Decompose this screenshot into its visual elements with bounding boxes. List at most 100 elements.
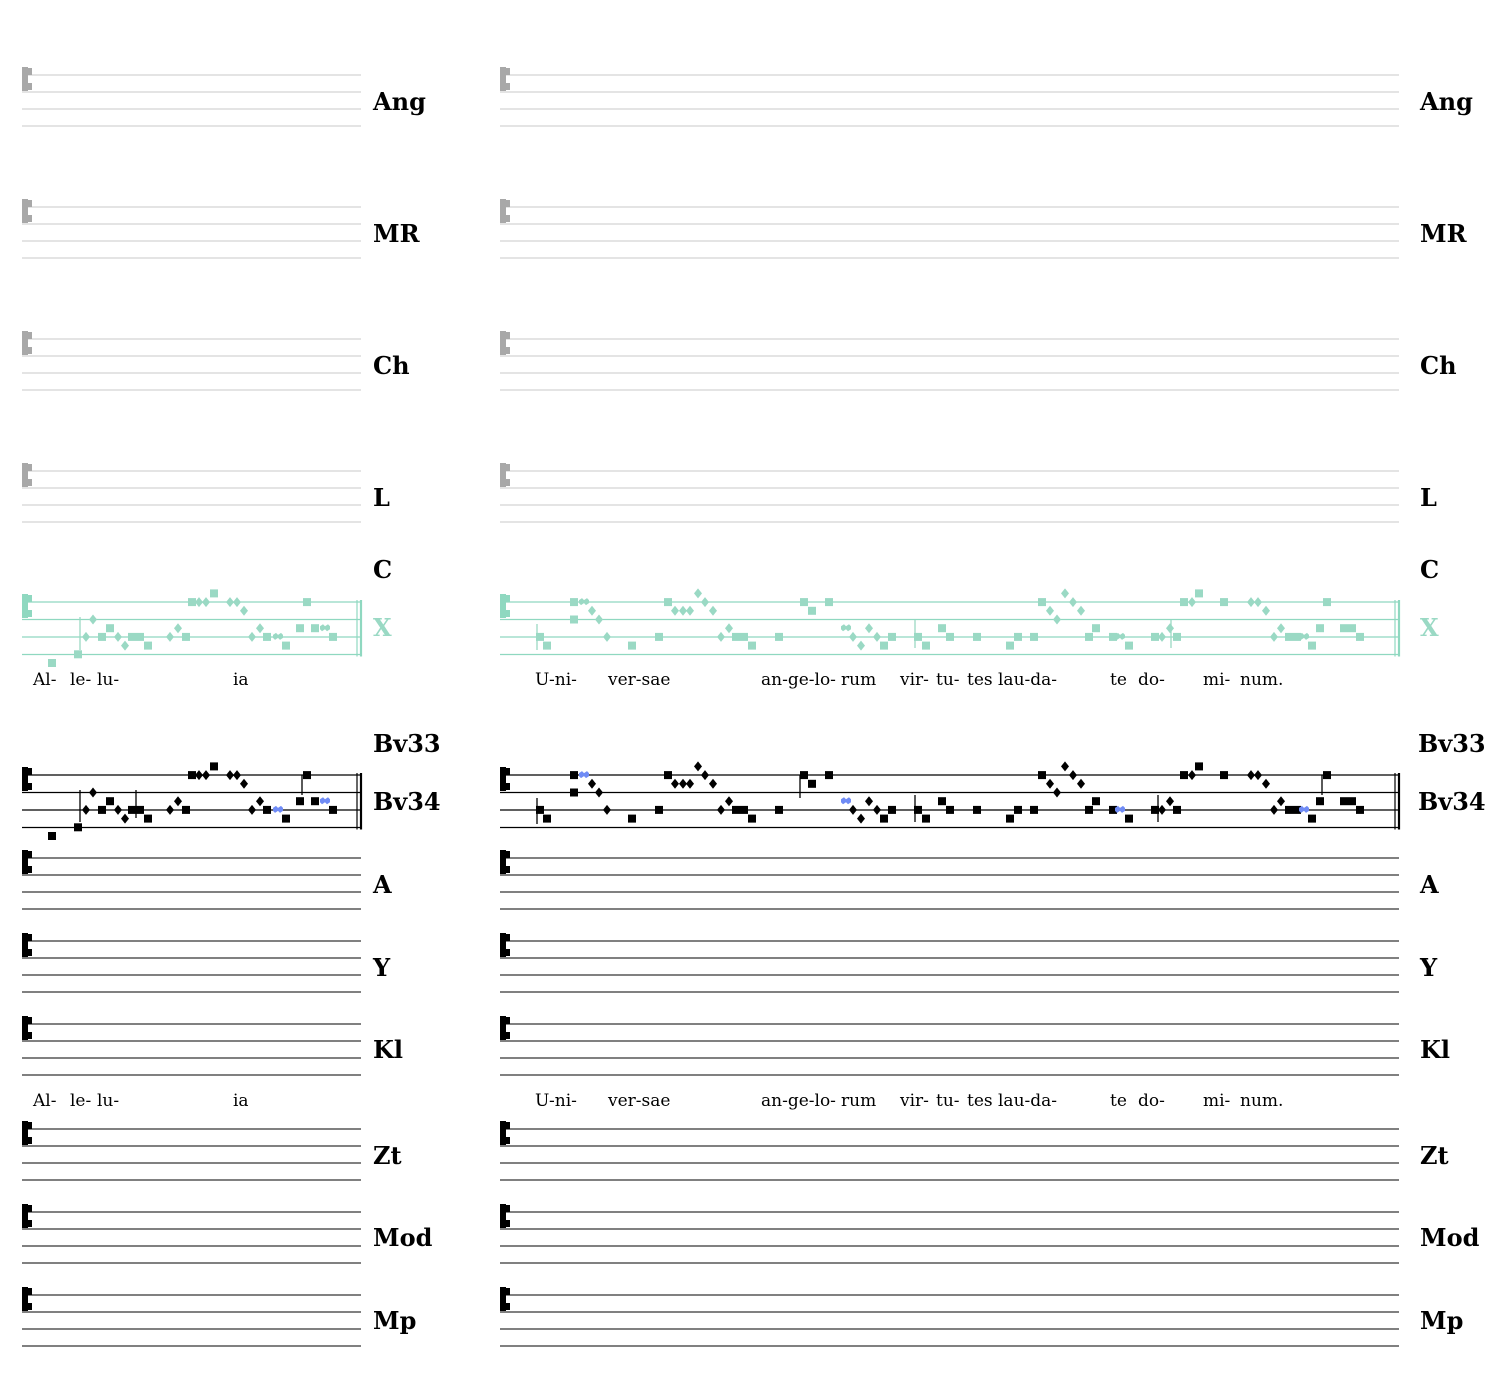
square-neume-icon (210, 762, 218, 771)
siglum-c: C (1420, 555, 1439, 584)
square-neume-icon (748, 814, 756, 823)
square-neume-icon (1323, 598, 1331, 607)
square-neume-icon (311, 797, 319, 806)
c-clef-icon (22, 1204, 32, 1228)
square-neume-icon (888, 632, 896, 641)
diamond-neume-icon (195, 770, 203, 781)
square-neume-icon (1348, 624, 1356, 633)
diamond-neume-icon (709, 778, 717, 789)
c-clef-icon (22, 199, 32, 223)
lyric-syllable: rum (841, 1091, 876, 1111)
siglum-mod: Mod (1420, 1223, 1480, 1252)
square-neume-icon (775, 805, 783, 814)
square-neume-icon (946, 805, 954, 814)
square-neume-icon (1180, 598, 1188, 607)
diamond-neume-icon (202, 770, 210, 781)
square-neume-icon (888, 805, 896, 814)
c-clef-icon (500, 933, 510, 957)
square-neume-icon (570, 771, 578, 780)
diamond-neume-icon (849, 804, 857, 815)
diamond-neume-icon (82, 804, 90, 815)
square-neume-icon (1006, 641, 1014, 650)
lyric-syllable: tes (967, 670, 993, 690)
c-clef-icon (22, 850, 32, 874)
diamond-neume-icon (1061, 588, 1069, 599)
diamond-neume-icon (603, 631, 611, 642)
square-neume-icon (973, 632, 981, 641)
staff (500, 1121, 1399, 1181)
staff (500, 463, 1399, 523)
siglum-bv33: Bv33 (1418, 729, 1486, 758)
c-clef-icon (22, 1121, 32, 1145)
diamond-neume-icon (1069, 597, 1077, 608)
staff (500, 199, 1399, 259)
square-neume-icon (732, 805, 740, 814)
diamond-neume-icon (709, 605, 717, 616)
c-clef-icon (500, 767, 510, 791)
square-neume-icon (775, 632, 783, 641)
square-neume-icon (825, 598, 833, 607)
square-neume-icon (1038, 771, 1046, 780)
quilisma-neume-icon (273, 632, 283, 640)
square-neume-icon (1340, 624, 1348, 633)
diamond-neume-icon (1166, 796, 1174, 807)
diamond-neume-icon (1270, 631, 1278, 642)
lyric-syllable: te (1110, 670, 1127, 690)
square-neume-icon (98, 632, 106, 641)
diamond-neume-icon (595, 614, 603, 625)
diamond-neume-icon (248, 804, 256, 815)
diamond-neume-icon (240, 605, 248, 616)
square-neume-icon (808, 779, 816, 788)
diamond-neume-icon (717, 804, 725, 815)
square-neume-icon (1356, 632, 1364, 641)
square-neume-icon (74, 650, 82, 659)
siglum-mr: MR (373, 219, 421, 248)
square-neume-icon (282, 814, 290, 823)
c-clef-icon (22, 1016, 32, 1040)
lyric-syllable: tes (967, 1091, 993, 1111)
square-neume-icon (570, 788, 578, 797)
square-neume-icon (311, 624, 319, 633)
diamond-neume-icon (701, 597, 709, 608)
lyric-syllable: U-ni- (535, 670, 577, 690)
square-neume-icon (664, 598, 672, 607)
diamond-neume-icon (1158, 804, 1166, 815)
staff (22, 1287, 361, 1347)
square-neume-icon (732, 632, 740, 641)
square-neume-icon (106, 624, 114, 633)
square-neume-icon (880, 641, 888, 650)
lyric-syllable: tu- (936, 1091, 960, 1111)
square-neume-icon (570, 615, 578, 624)
siglum-y: Y (372, 953, 391, 982)
diamond-neume-icon (1077, 605, 1085, 616)
c-clef-icon (22, 67, 32, 91)
diamond-neume-icon (174, 623, 182, 634)
diamond-neume-icon (256, 796, 264, 807)
lyric-syllable: Al- (32, 670, 56, 690)
square-neume-icon (543, 641, 551, 650)
diamond-neume-icon (588, 778, 596, 789)
diamond-neume-icon (603, 804, 611, 815)
staff (500, 67, 1399, 127)
diamond-neume-icon (595, 787, 603, 798)
staff (500, 1204, 1399, 1264)
square-neume-icon (1285, 805, 1293, 814)
diamond-neume-icon (1188, 770, 1196, 781)
diamond-neume-icon (1254, 770, 1262, 781)
diamond-neume-icon (588, 605, 596, 616)
square-neume-icon (536, 805, 544, 814)
lyric-syllable: rum (841, 670, 876, 690)
staff (500, 1287, 1399, 1347)
diamond-neume-icon (1277, 796, 1285, 807)
square-neume-icon (182, 805, 190, 814)
c-clef-icon (500, 67, 510, 91)
diamond-neume-icon (694, 588, 702, 599)
staff (22, 463, 361, 523)
siglum-mp: Mp (373, 1306, 416, 1335)
diamond-neume-icon (857, 813, 865, 824)
square-neume-icon (800, 598, 808, 607)
square-neume-icon (188, 598, 196, 607)
diamond-neume-icon (114, 631, 122, 642)
siglum-c: C (373, 555, 392, 584)
